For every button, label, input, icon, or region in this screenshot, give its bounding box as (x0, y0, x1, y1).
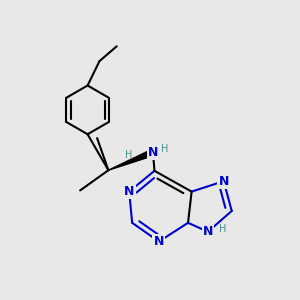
Text: N: N (124, 185, 134, 198)
Text: H: H (219, 224, 226, 234)
Text: N: N (148, 146, 158, 159)
Text: H: H (161, 144, 169, 154)
Text: H: H (125, 150, 132, 160)
Text: N: N (218, 175, 229, 188)
Polygon shape (108, 149, 154, 170)
Text: N: N (154, 235, 164, 248)
Text: N: N (203, 225, 213, 238)
